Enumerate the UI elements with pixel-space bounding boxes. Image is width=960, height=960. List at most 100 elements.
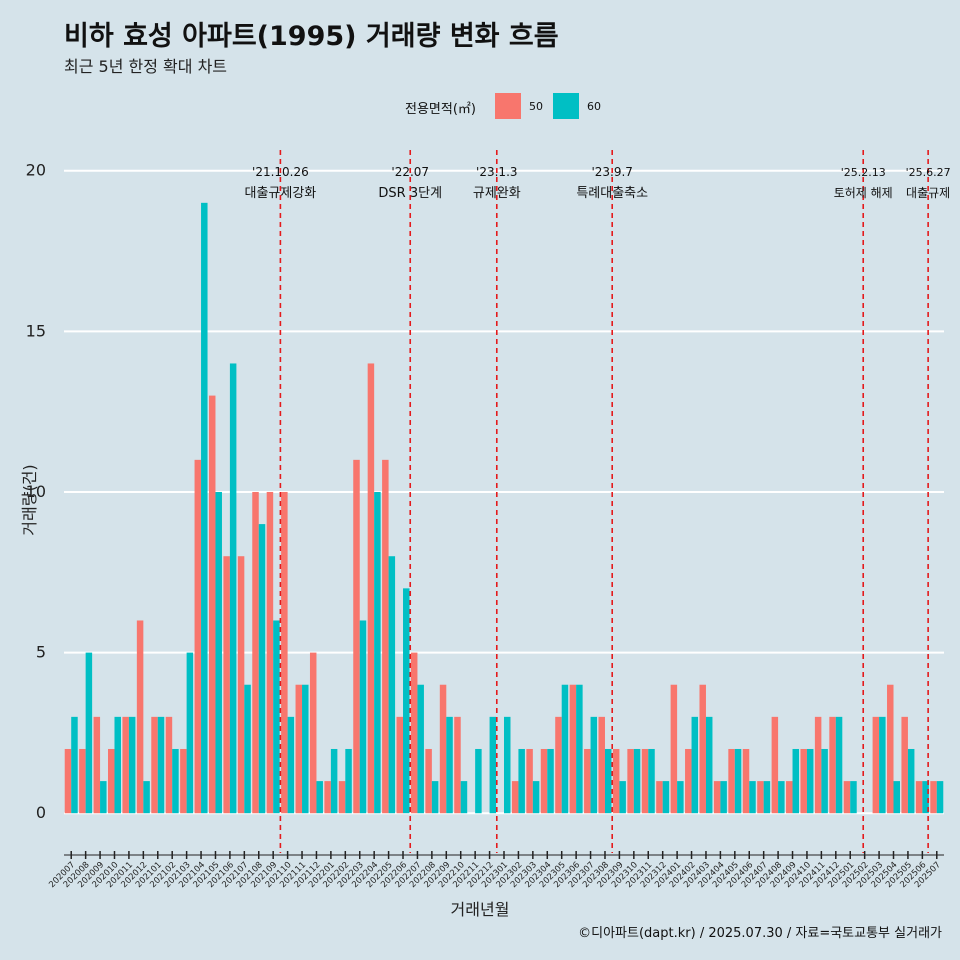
bar-60-202304 bbox=[547, 748, 554, 814]
bar-50-202403 bbox=[699, 684, 706, 814]
bar-50-202404 bbox=[713, 781, 721, 814]
bar-60-202410 bbox=[806, 748, 814, 814]
bar-50-202407 bbox=[757, 781, 764, 814]
y-tick-label: 15 bbox=[26, 321, 46, 340]
chart-subtitle: 최근 5년 한정 확대 차트 bbox=[64, 57, 228, 76]
bar-60-202406 bbox=[749, 781, 756, 814]
bar-60-202303 bbox=[532, 781, 540, 814]
bar-60-202101 bbox=[157, 716, 165, 814]
bar-50-202008 bbox=[79, 748, 86, 814]
bar-50-202210 bbox=[454, 716, 461, 814]
bar-60-202311 bbox=[648, 748, 655, 814]
bar-50-202202 bbox=[338, 781, 346, 814]
x-axis-label: 거래년월 bbox=[450, 900, 510, 919]
bar-50-202506 bbox=[915, 781, 923, 814]
event-date: '25.2.13 bbox=[841, 166, 886, 179]
y-axis-label: 거래량(건) bbox=[20, 464, 39, 536]
bar-50-202101 bbox=[151, 716, 158, 814]
bar-50-202408 bbox=[771, 716, 779, 814]
bar-60-202106 bbox=[229, 363, 237, 814]
bar-50-202207 bbox=[410, 652, 418, 814]
bar-60-202206 bbox=[403, 588, 410, 814]
bar-60-202306 bbox=[576, 684, 583, 814]
bar-60-202211 bbox=[475, 748, 482, 814]
bar-60-202209 bbox=[446, 716, 453, 814]
bar-60-202405 bbox=[734, 748, 742, 814]
bar-60-202111 bbox=[302, 684, 309, 814]
bar-50-202209 bbox=[439, 684, 447, 814]
bar-60-202404 bbox=[720, 781, 727, 814]
bar-60-202505 bbox=[907, 748, 915, 814]
bar-60-202307 bbox=[590, 716, 598, 814]
legend-label-50: 50 bbox=[529, 100, 543, 113]
bar-50-202310 bbox=[627, 748, 634, 814]
bar-60-202411 bbox=[821, 748, 828, 814]
bar-50-202204 bbox=[367, 363, 375, 814]
bar-60-202208 bbox=[431, 781, 439, 814]
event-label: 대출규제강화 bbox=[245, 186, 317, 201]
bar-50-202201 bbox=[324, 781, 331, 814]
bar-50-202507 bbox=[930, 781, 937, 814]
bar-60-202402 bbox=[691, 716, 699, 814]
bar-50-202007 bbox=[64, 748, 72, 814]
bar-60-202203 bbox=[359, 620, 367, 814]
bar-60-202205 bbox=[388, 556, 396, 814]
bar-60-202007 bbox=[71, 716, 78, 814]
legend: 전용면적(㎡) 50 60 bbox=[0, 92, 960, 122]
bar-60-202102 bbox=[172, 748, 179, 814]
chart-title: 비하 효성 아파트(1995) 거래량 변화 흐름 bbox=[64, 21, 559, 52]
event-date: '23.1.3 bbox=[476, 165, 517, 179]
bar-60-202506 bbox=[922, 781, 929, 814]
bar-60-202201 bbox=[330, 748, 338, 814]
bar-60-202212 bbox=[489, 716, 497, 814]
bar-50-202308 bbox=[598, 716, 605, 814]
bar-60-202312 bbox=[662, 781, 670, 814]
bar-50-202011 bbox=[122, 716, 129, 814]
bar-60-202108 bbox=[258, 524, 266, 814]
bar-50-202312 bbox=[656, 781, 663, 814]
bar-50-202305 bbox=[555, 716, 562, 814]
event-label: 토허제 해제 bbox=[834, 186, 893, 200]
bar-50-202303 bbox=[526, 748, 533, 814]
bar-60-202503 bbox=[879, 716, 886, 814]
bar-50-202409 bbox=[786, 781, 793, 814]
bar-60-202305 bbox=[561, 684, 569, 814]
event-date: '22.07 bbox=[391, 165, 429, 179]
bar-60-202110 bbox=[287, 716, 295, 814]
bar-60-202204 bbox=[374, 491, 381, 814]
event-label: 규제완화 bbox=[473, 186, 521, 201]
bar-50-202203 bbox=[353, 459, 360, 814]
y-tick-label: 10 bbox=[26, 482, 46, 501]
event-label: 특례대출축소 bbox=[576, 186, 648, 201]
bar-60-202302 bbox=[518, 748, 525, 814]
bar-50-202108 bbox=[252, 491, 259, 814]
bar-60-202501 bbox=[850, 781, 857, 814]
event-date: '21.10.26 bbox=[252, 165, 309, 179]
bar-60-202309 bbox=[619, 781, 626, 814]
bar-50-202112 bbox=[309, 652, 317, 814]
bar-60-202109 bbox=[273, 620, 280, 814]
bar-60-202012 bbox=[143, 781, 150, 814]
bar-60-202401 bbox=[677, 781, 684, 814]
event-label: DSR 3단계 bbox=[378, 186, 442, 201]
bar-50-202009 bbox=[93, 716, 101, 814]
bar-50-202105 bbox=[208, 395, 216, 814]
bar-60-202407 bbox=[763, 781, 771, 814]
bar-50-202109 bbox=[266, 491, 274, 814]
legend-swatch-50 bbox=[495, 93, 521, 119]
bar-60-202010 bbox=[114, 716, 121, 814]
bar-50-202104 bbox=[194, 459, 202, 814]
bar-60-202403 bbox=[705, 716, 713, 814]
bar-50-202501 bbox=[843, 781, 851, 814]
bar-60-202507 bbox=[936, 781, 944, 814]
bar-60-202310 bbox=[633, 748, 641, 814]
event-date: '25.6.27 bbox=[906, 166, 951, 179]
bar-50-202208 bbox=[425, 748, 432, 814]
bar-50-202302 bbox=[511, 781, 519, 814]
event-date: '23.9.7 bbox=[591, 165, 632, 179]
y-tick-label: 0 bbox=[36, 803, 46, 822]
legend-swatch-60 bbox=[553, 93, 579, 119]
bar-50-202411 bbox=[814, 716, 822, 814]
bar-60-202412 bbox=[835, 716, 843, 814]
